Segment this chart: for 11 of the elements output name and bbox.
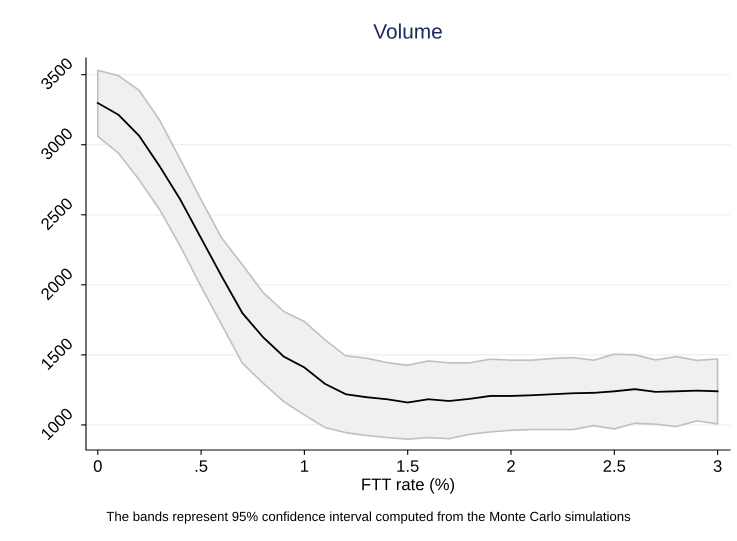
x-tick-label: 2 bbox=[507, 460, 515, 472]
x-tick-label: 2.5 bbox=[604, 460, 626, 472]
text: The bands represent 95% confidence interval computed from the Monte Carlo simulations bbox=[106, 511, 630, 524]
x-tick-label: 1 bbox=[301, 460, 308, 472]
x-tick-label: .5 bbox=[196, 460, 208, 472]
x-tick-label: 3 bbox=[714, 460, 722, 472]
x-tick-label: 1.5 bbox=[397, 460, 419, 472]
x-axis-title: FTT rate (%) bbox=[362, 478, 454, 494]
chart-title: Volume bbox=[373, 23, 442, 39]
line-series bbox=[96, 102, 719, 404]
x-tick-label: 0 bbox=[94, 460, 102, 472]
